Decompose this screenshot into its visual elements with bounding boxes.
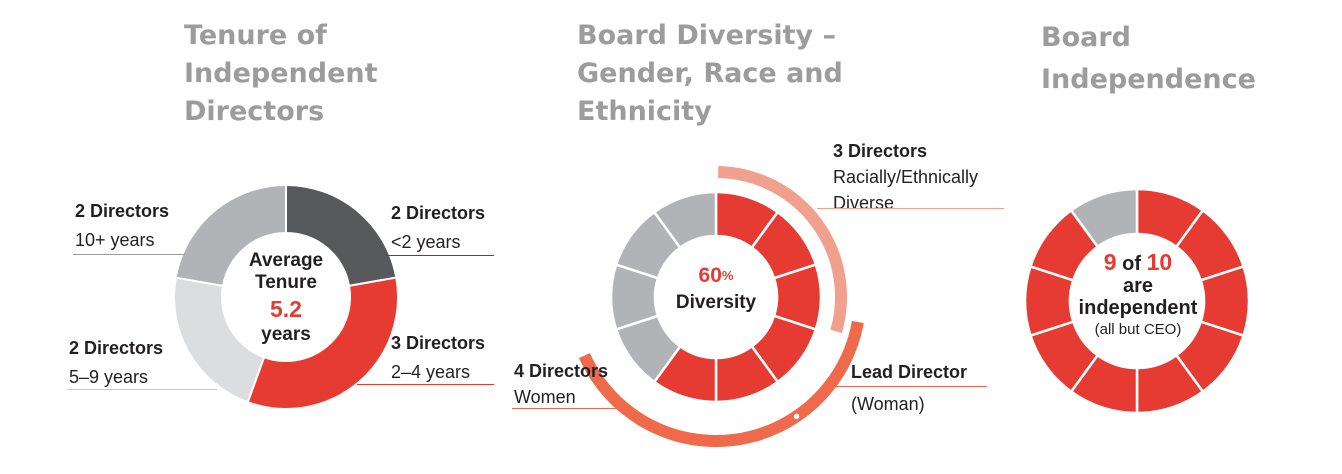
diversity-center: 60% Diversity: [675, 264, 757, 313]
tenure-leader-lt2: [386, 255, 494, 256]
tenure-label-2to4: 3 Directors 2–4 years: [391, 333, 486, 382]
independence-segment: [1069, 187, 1139, 249]
tenure-slice: [246, 276, 399, 410]
diversity-title: Board Diversity – Gender, Race and Ethni…: [577, 20, 843, 127]
tenure-label-10plus: 2 Directors 10+ years: [75, 201, 170, 250]
diversity-leader-lead: [824, 386, 987, 387]
diversity-label-lead: Lead Director: [851, 362, 968, 382]
tenure-label-5to9: 2 Directors 5–9 years: [69, 338, 164, 387]
diversity-racial-arc: [718, 166, 847, 334]
tenure-center: Average Tenure 5.2 years: [248, 250, 324, 345]
diversity-label-lead-text: (Woman): [851, 394, 925, 414]
independence-center: 9 of 10 are independent (all but CEO): [1078, 249, 1198, 338]
lead-director-marker: [792, 412, 801, 421]
diversity-leader-women: [512, 408, 630, 409]
independence-title: Board Independence: [1041, 22, 1256, 95]
tenure-slice: [174, 183, 287, 288]
tenure-leader-10plus: [73, 254, 185, 255]
diversity-leader-racial: [817, 208, 1004, 209]
tenure-title: Tenure of Independent Directors: [184, 20, 378, 127]
tenure-label-lt2: 2 Directors <2 years: [391, 203, 486, 252]
tenure-leader-5to9: [67, 389, 217, 390]
diversity-label-racial: 3 Directors Racially/Ethnically Diverse: [833, 141, 979, 213]
diversity-segment: [652, 190, 718, 250]
tenure-leader-2to4: [357, 384, 494, 385]
diversity-label-women: 4 Directors Women: [514, 361, 609, 407]
